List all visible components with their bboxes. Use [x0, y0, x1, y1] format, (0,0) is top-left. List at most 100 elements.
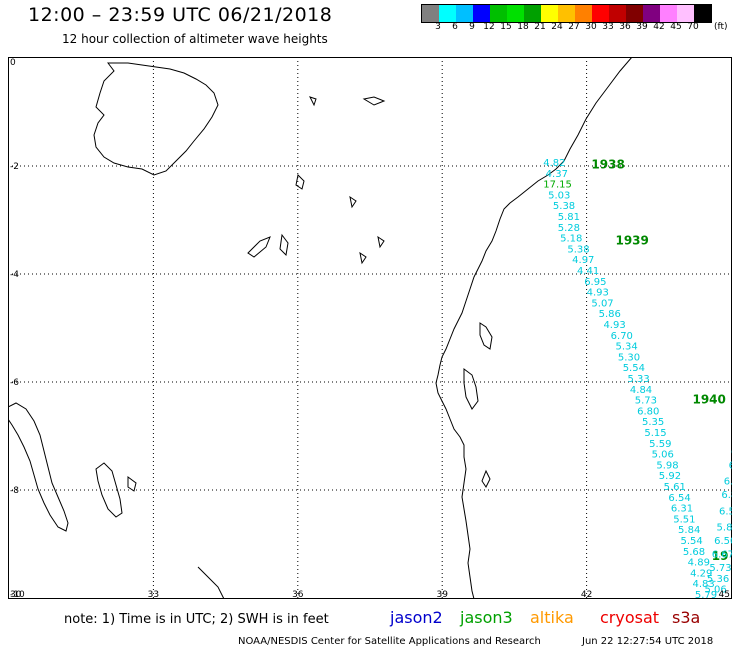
latitude-label: -6	[10, 378, 19, 388]
lake-eyasi	[247, 236, 271, 258]
wave-height-value: 5.18	[560, 234, 582, 245]
wave-height-value: 6.67	[712, 550, 732, 561]
wave-height-value: 5.61	[664, 482, 686, 493]
altimeter-tracks: 4.824.3717.155.035.385.815.285.185.384.9…	[543, 158, 732, 599]
african-coastline	[435, 57, 633, 599]
latitude-label: -10	[10, 590, 25, 599]
wave-height-value: 5.07	[591, 298, 613, 309]
wave-height-value: 5.06	[705, 585, 727, 596]
wave-height-value: 6.95	[584, 277, 606, 288]
color-scale-tick: 18	[517, 22, 529, 32]
wave-height-value: 5.68	[683, 547, 705, 558]
map-title: 12:00 – 23:59 UTC 06/21/2018	[28, 4, 333, 26]
color-scale-tick: 42	[653, 22, 665, 32]
map-grid	[8, 57, 732, 599]
color-scale-tick: 15	[500, 22, 512, 32]
wave-height-value: 17.15	[543, 180, 572, 191]
wave-height-value: 5.15	[644, 428, 666, 439]
wave-height-value: 5.38	[553, 201, 575, 212]
wave-height-value: 4.37	[546, 169, 568, 180]
wave-height-value: 6.56	[719, 506, 732, 517]
wave-height-value: 6	[729, 460, 732, 471]
color-scale-tick: 39	[636, 22, 648, 32]
generated-timestamp: Jun 22 12:27:54 UTC 2018	[582, 636, 714, 647]
wave-height-value: 4.93	[587, 288, 609, 299]
wave-height-value: 4.84	[630, 385, 652, 396]
wave-height-value: 5.51	[673, 514, 695, 525]
satellite-legend-altika: altika	[530, 608, 574, 627]
color-swatch	[575, 5, 592, 22]
wave-height-value: 5.36	[707, 574, 729, 585]
pemba-island	[479, 322, 493, 350]
wave-height-value: 5.38	[567, 244, 589, 255]
color-swatch	[422, 5, 439, 22]
pass-time-label: 1940	[692, 393, 725, 407]
wave-height-value: 5.54	[680, 536, 702, 547]
wave-height-value: 5.81	[558, 212, 580, 223]
small-lake-1	[295, 173, 305, 190]
latitude-label: 0	[10, 58, 16, 68]
color-scale-unit: (ft)	[714, 22, 728, 32]
color-scale-tick: 45	[670, 22, 682, 32]
pass-time-label: 19	[712, 549, 729, 563]
wave-height-value: 5.33	[628, 374, 650, 385]
wave-height-value: 6.8	[721, 490, 732, 501]
color-swatch	[456, 5, 473, 22]
wave-height-value: 5.34	[615, 342, 637, 353]
wave-height-value: 6.50	[714, 536, 732, 547]
wave-height-value: 5.35	[642, 417, 664, 428]
longitude-label: 36	[292, 590, 304, 599]
mafia-island	[481, 469, 491, 488]
latitude-label: -2	[10, 162, 19, 172]
lake-malawi	[197, 566, 225, 599]
satellite-legend-jason3: jason3	[460, 608, 513, 627]
satellite-legend-s3a: s3a	[672, 608, 701, 627]
latitude-label: -4	[10, 270, 19, 280]
color-scale-tick: 36	[619, 22, 631, 32]
color-scale-tick: 3	[435, 22, 441, 32]
color-swatch	[626, 5, 643, 22]
pass-time-label: 1938	[591, 158, 624, 172]
color-scale-tick: 12	[483, 22, 495, 32]
wave-height-value: 6.31	[671, 504, 693, 515]
wave-height-value: 4.41	[577, 266, 599, 277]
small-lake-6	[377, 235, 385, 249]
wave-height-value: 5.30	[618, 352, 640, 363]
longitude-label: 30	[10, 590, 22, 599]
zanzibar-island	[463, 368, 479, 410]
wave-height-value: 5.86	[599, 309, 621, 320]
small-lake-2	[362, 96, 386, 106]
latitude-label: -8	[10, 486, 19, 496]
wave-height-value: 4.97	[572, 255, 594, 266]
small-lake-4	[349, 195, 357, 209]
color-scale-tick: 24	[551, 22, 563, 32]
small-lake-3	[309, 96, 317, 107]
lake-victoria	[93, 62, 219, 176]
longitude-label: 42	[581, 590, 592, 599]
lake-manyara	[279, 233, 289, 257]
satellite-legend-jason2: jason2	[390, 608, 443, 627]
color-scale-bar	[421, 4, 712, 23]
color-swatch	[541, 5, 558, 22]
wave-height-value: 6.70	[611, 331, 633, 342]
color-scale-tick: 30	[585, 22, 597, 32]
wave-height-value: 5.89	[717, 523, 732, 534]
coastline	[8, 57, 633, 599]
longitude-label: 45	[719, 590, 730, 599]
map-frame	[8, 57, 732, 599]
wave-height-value: 6.80	[637, 406, 659, 417]
wave-height-value: 4.89	[688, 558, 710, 569]
color-scale-tick: 6	[452, 22, 458, 32]
wave-height-value: 4.29	[690, 568, 712, 579]
color-scale-tick: 21	[534, 22, 546, 32]
color-swatch	[694, 5, 711, 22]
lake-tanganyika	[8, 402, 69, 532]
color-swatch	[660, 5, 677, 22]
longitude-label: 39	[436, 590, 448, 599]
color-scale-tick: 70	[687, 22, 699, 32]
longitude-label: 33	[148, 590, 159, 599]
wave-height-value: 5.54	[623, 363, 645, 374]
wave-height-value: 5.92	[659, 471, 681, 482]
wave-height-value: 4.82	[543, 158, 565, 169]
